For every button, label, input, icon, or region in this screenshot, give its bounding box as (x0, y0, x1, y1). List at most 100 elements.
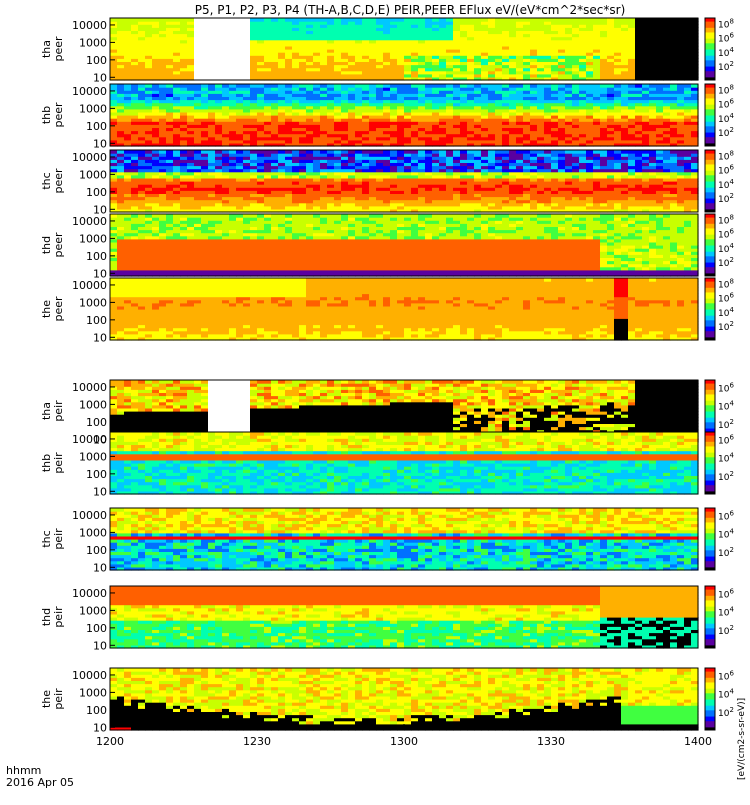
spectrogram-cell (530, 150, 538, 154)
spectrogram-cell (586, 150, 594, 154)
spectrogram-cell (397, 150, 405, 154)
spectrogram-cell (159, 150, 167, 154)
spectrogram-cell (138, 84, 146, 88)
spectrogram-cell (236, 18, 244, 22)
spectrogram-cell (124, 18, 132, 22)
spectrogram-cell (306, 150, 314, 154)
spectrogram-cell (173, 150, 181, 154)
spectrogram-cell (145, 150, 153, 154)
spectrogram-cell (544, 18, 552, 22)
y-tick-label: 1000 (79, 102, 107, 115)
spectrogram-cell (432, 18, 440, 22)
spectrogram-cell (334, 18, 342, 22)
colorbar-tick-label: 106 (718, 98, 734, 111)
spectrogram-cell (201, 84, 209, 88)
panel-label: thbpeer (40, 102, 65, 128)
spectrogram-cell (327, 18, 335, 22)
spectrogram-cell (369, 18, 377, 22)
spectrogram-cell (516, 150, 524, 154)
spectrogram-cell (243, 18, 251, 22)
spectrogram-cell (488, 150, 496, 154)
spectrogram-cell (418, 84, 426, 88)
spectrogram-cell (166, 150, 174, 154)
spectrogram-cell (635, 84, 643, 88)
spectrogram-cell (432, 150, 440, 154)
spectrogram-cell (621, 84, 629, 88)
spectrogram-cell (117, 150, 125, 154)
spectrogram-cell (467, 84, 475, 88)
spectrogram-cell (565, 150, 573, 154)
spectrogram-cell (593, 150, 601, 154)
spectrogram-cell (152, 18, 160, 22)
spectrogram-cell (537, 84, 545, 88)
spectrogram-cell (187, 18, 195, 22)
spectrogram-cell (320, 84, 328, 88)
spectrogram-cell (656, 84, 664, 88)
y-tick-label: 1000 (79, 36, 107, 49)
spectrogram-cell (579, 84, 587, 88)
spectrogram-cell (348, 18, 356, 22)
spectrogram-cell (446, 150, 454, 154)
spectrogram-cell (404, 150, 412, 154)
spectrogram-cell (530, 18, 538, 22)
spectrogram-cell (138, 150, 146, 154)
spectrogram-cell (684, 18, 692, 22)
colorbar-tick-label: 108 (718, 84, 734, 97)
spectrogram-cell (194, 18, 202, 22)
spectrogram-cell (670, 18, 678, 22)
colorbar-tick-label: 104 (718, 46, 734, 59)
spectrogram-cell (299, 84, 307, 88)
spectrogram-cell (453, 84, 461, 88)
spectrogram-cell (600, 84, 608, 88)
spectrogram-cell (229, 18, 237, 22)
y-tick-label: 100 (86, 120, 107, 133)
spectrogram-cell (572, 150, 580, 154)
spectrogram-cell (117, 84, 125, 88)
spectrogram-cell (579, 18, 587, 22)
spectrogram-cell (593, 18, 601, 22)
spectrogram-cell (355, 18, 363, 22)
spectrogram-cell (173, 18, 181, 22)
spectrogram-cell (152, 150, 160, 154)
spectrogram-cell (180, 18, 188, 22)
spectrogram-cell (558, 18, 566, 22)
spectrogram-cell (425, 18, 433, 22)
spectrogram-cell (502, 18, 510, 22)
spectrogram-cell (334, 150, 342, 154)
spectrogram-cell (117, 18, 125, 22)
spectrogram-cell (222, 84, 230, 88)
spectrogram-cell (467, 150, 475, 154)
spectrogram-cell (495, 150, 503, 154)
spectrogram-cell (376, 84, 384, 88)
spectrogram-cell (460, 150, 468, 154)
spectrogram-cell (131, 150, 139, 154)
spectrogram-cell (138, 18, 146, 22)
spectrogram-cell (523, 84, 531, 88)
spectrogram-cell (684, 84, 692, 88)
spectrogram-cell (320, 18, 328, 22)
spectrogram-cell (509, 84, 517, 88)
spectrogram-cell (173, 84, 181, 88)
spectrogram-cell (250, 150, 258, 154)
spectrogram-cell (439, 84, 447, 88)
spectrogram-cell (656, 18, 664, 22)
spectrogram-cell (502, 150, 510, 154)
spectrogram-cell (222, 150, 230, 154)
spectrogram-cell (677, 18, 685, 22)
spectrogram-cell (285, 84, 293, 88)
spectrogram-cell (180, 150, 188, 154)
spectrogram-cell (677, 84, 685, 88)
spectrogram-cell (390, 18, 398, 22)
spectrogram-cell (439, 18, 447, 22)
spectrogram-cell (565, 18, 573, 22)
spectrogram-panels: 10100100010000thapeer1021041061081010010… (40, 18, 734, 735)
spectrogram-cell (453, 150, 461, 154)
spectrogram-cell (215, 84, 223, 88)
spectrogram-cell (299, 150, 307, 154)
spectrogram-cell (691, 18, 699, 22)
spectrogram-cell (642, 84, 650, 88)
